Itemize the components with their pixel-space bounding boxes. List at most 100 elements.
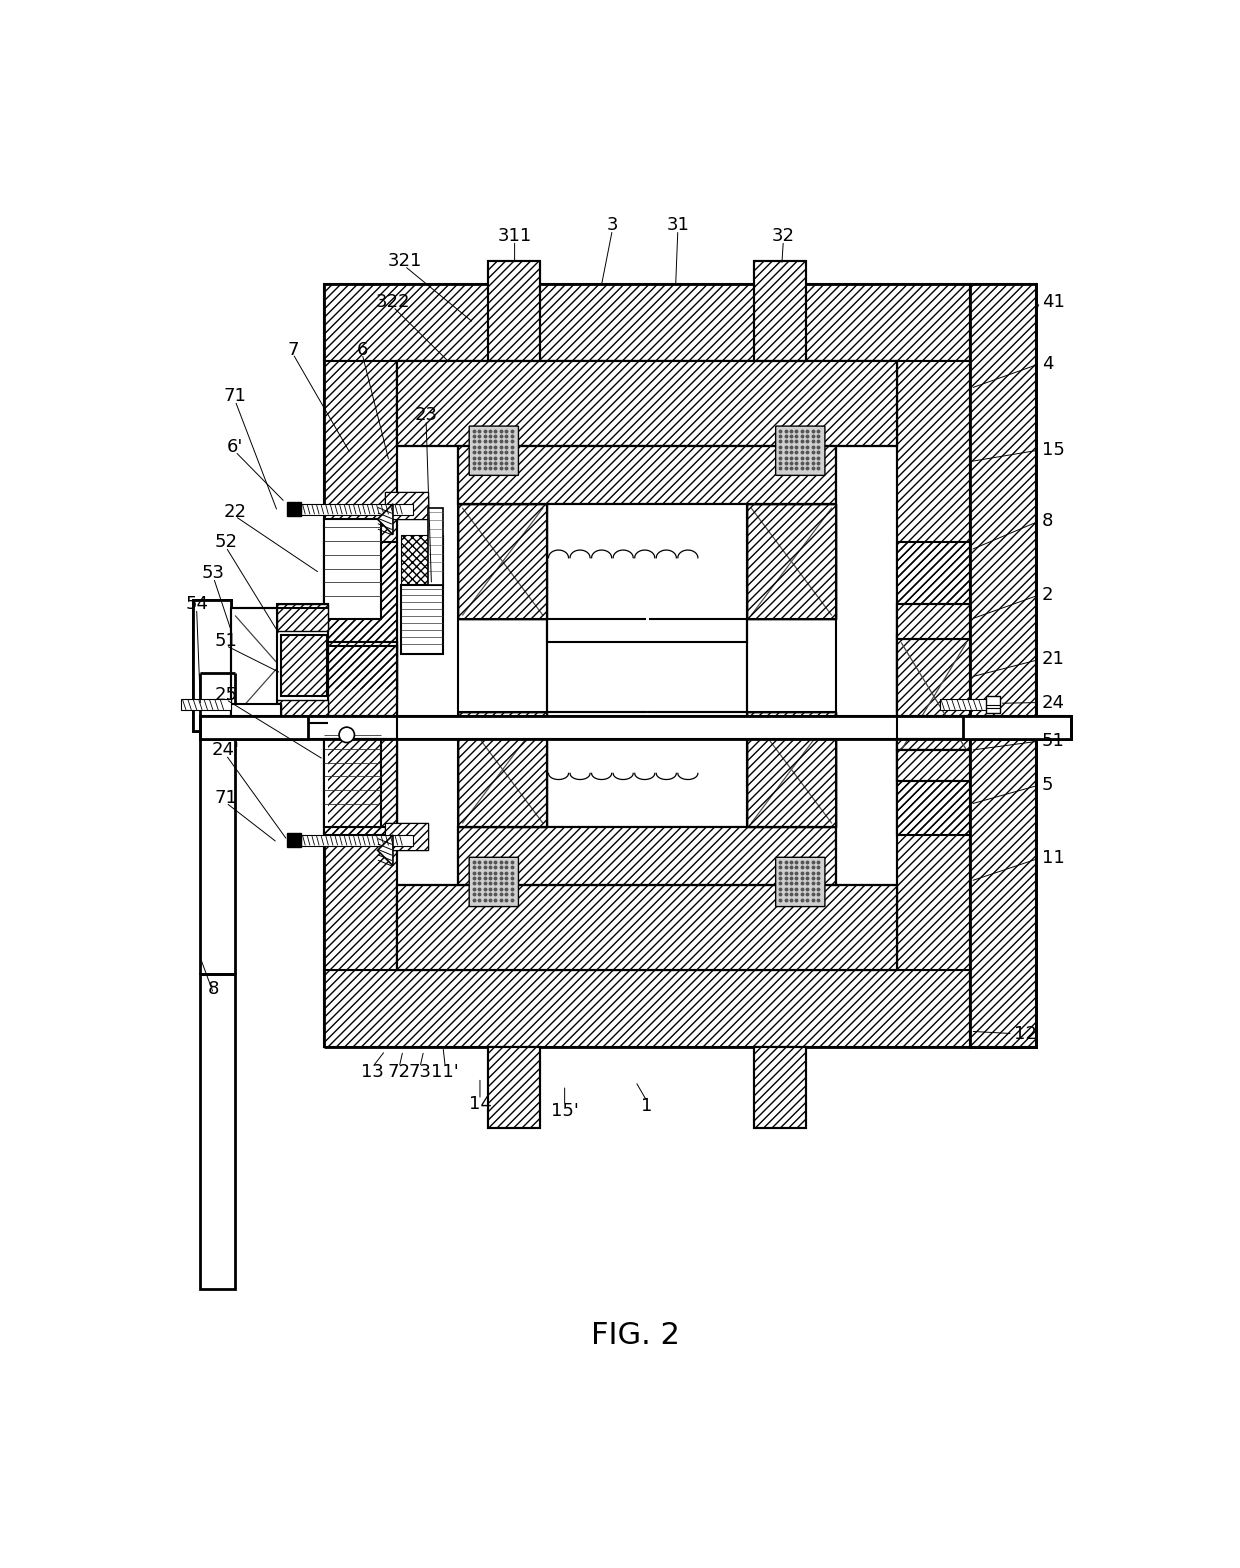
Bar	[487, 262, 541, 361]
Bar	[325, 729, 379, 826]
Bar	[301, 836, 413, 845]
Bar	[459, 828, 836, 884]
Text: 24': 24'	[212, 742, 239, 759]
Text: 11: 11	[1042, 848, 1065, 867]
Bar	[459, 503, 547, 619]
Text: 71: 71	[223, 387, 247, 405]
Bar	[487, 1047, 541, 1127]
Bar	[192, 601, 231, 731]
Bar	[898, 635, 971, 750]
Bar	[231, 704, 281, 723]
Bar	[324, 643, 397, 688]
Bar	[459, 447, 836, 503]
Bar	[324, 543, 397, 836]
Text: 15: 15	[1042, 441, 1065, 459]
FancyBboxPatch shape	[469, 426, 518, 475]
Bar	[324, 361, 397, 969]
Polygon shape	[377, 836, 393, 866]
Text: 54: 54	[185, 594, 208, 613]
Bar	[962, 715, 1070, 739]
Bar	[898, 604, 971, 638]
Polygon shape	[377, 503, 393, 535]
Bar	[325, 521, 379, 618]
Text: 21: 21	[1042, 651, 1065, 668]
Bar	[181, 699, 231, 710]
Bar	[324, 969, 971, 1047]
Bar	[401, 535, 443, 585]
Bar	[748, 503, 836, 619]
Bar	[397, 361, 898, 447]
Bar	[231, 704, 281, 723]
Text: 51: 51	[215, 632, 237, 649]
Bar	[401, 535, 443, 585]
Bar	[459, 447, 836, 503]
Bar	[325, 521, 379, 618]
Text: 7: 7	[288, 340, 299, 359]
Bar	[324, 361, 397, 969]
Bar	[386, 492, 428, 519]
Bar	[898, 750, 971, 781]
Bar	[324, 969, 971, 1047]
Bar	[547, 712, 748, 828]
Text: 12: 12	[1014, 1024, 1037, 1043]
Bar	[386, 492, 428, 519]
Bar	[386, 823, 428, 850]
Bar	[898, 750, 971, 781]
Bar	[898, 635, 971, 750]
Bar	[324, 284, 971, 361]
Bar	[748, 712, 836, 828]
Bar	[397, 884, 898, 969]
Text: 322: 322	[376, 293, 410, 310]
Bar	[278, 604, 327, 728]
Bar	[397, 361, 898, 447]
Text: 52: 52	[215, 533, 237, 552]
Bar	[201, 974, 236, 1289]
Bar	[397, 884, 898, 969]
Bar	[386, 823, 428, 850]
Bar	[748, 503, 836, 619]
Bar	[898, 361, 971, 969]
Text: 73: 73	[408, 1063, 432, 1080]
Bar	[428, 508, 443, 585]
Bar	[459, 712, 547, 828]
Text: 51: 51	[1042, 732, 1065, 750]
Bar	[547, 503, 748, 643]
Bar	[386, 492, 428, 519]
Bar	[386, 823, 428, 850]
Text: 41: 41	[1042, 293, 1065, 310]
Bar	[459, 503, 547, 619]
Bar	[898, 750, 971, 781]
Bar	[487, 1047, 541, 1127]
Bar	[898, 543, 971, 836]
Bar	[898, 604, 971, 638]
Text: 2: 2	[1042, 586, 1054, 604]
Text: 4: 4	[1042, 354, 1054, 373]
Bar	[324, 646, 397, 688]
Text: 5: 5	[1042, 776, 1054, 793]
Text: 6: 6	[356, 340, 368, 359]
Bar	[327, 646, 397, 828]
Bar	[201, 715, 1070, 739]
Bar	[898, 604, 971, 638]
Bar	[278, 604, 327, 630]
Text: 72: 72	[388, 1063, 410, 1080]
Text: 32: 32	[771, 227, 795, 245]
Bar	[281, 635, 327, 696]
Bar	[327, 646, 397, 828]
Bar	[487, 1047, 541, 1127]
Text: 15': 15'	[551, 1102, 579, 1120]
Bar	[754, 262, 806, 361]
Bar	[754, 1047, 806, 1127]
Bar	[754, 1047, 806, 1127]
Bar	[754, 262, 806, 361]
Bar	[324, 728, 382, 828]
Text: 23: 23	[414, 406, 438, 425]
Text: 13: 13	[361, 1063, 383, 1080]
Text: FIG. 2: FIG. 2	[591, 1320, 680, 1350]
Bar	[459, 712, 547, 828]
Bar	[192, 601, 231, 731]
Text: 8: 8	[208, 980, 219, 997]
Bar	[324, 646, 397, 688]
Bar	[278, 701, 327, 728]
Bar	[324, 643, 397, 688]
